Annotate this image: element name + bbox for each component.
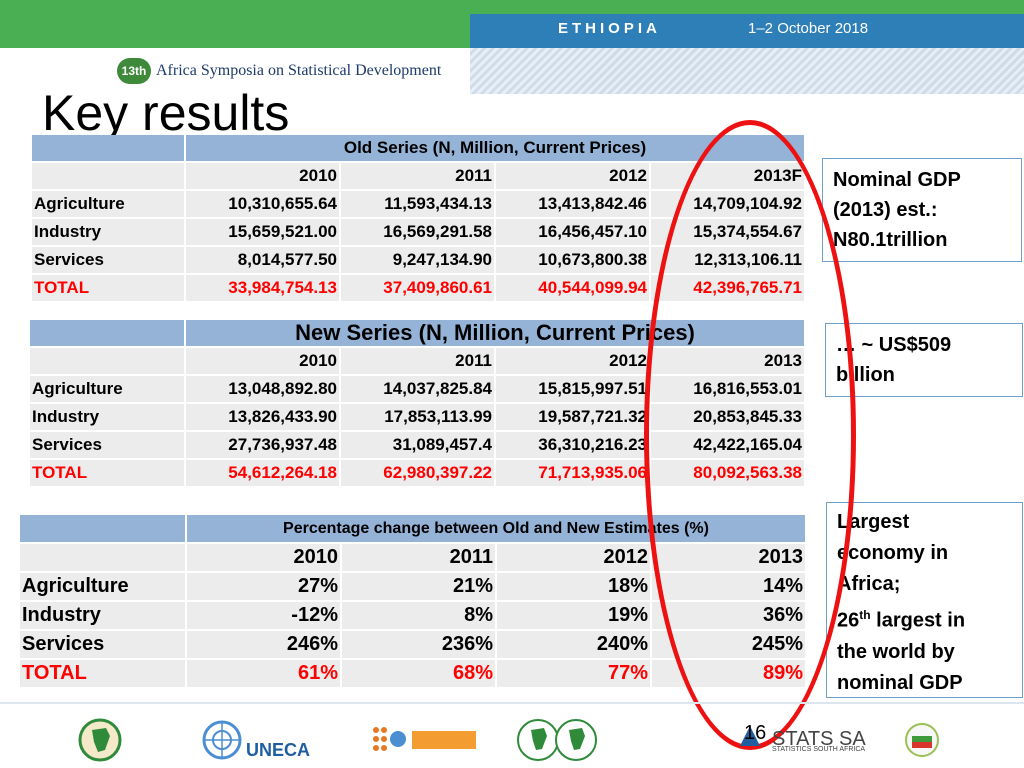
value-cell: 13,413,842.46 xyxy=(496,191,649,217)
value-cell: -12% xyxy=(187,602,340,629)
row-label: Agriculture xyxy=(20,573,185,600)
callout-line: Largest xyxy=(837,511,910,533)
stats-sa-label: STATS SA xyxy=(772,728,866,750)
callout-line: the world by xyxy=(837,640,955,663)
stats-sa-sublabel: STATISTICS SOUTH AFRICA xyxy=(772,746,866,753)
header-country: ETHIOPIA xyxy=(558,20,661,37)
year-cell: 2011 xyxy=(341,348,494,374)
callout-line: 26th largest in xyxy=(837,608,966,632)
year-cell: 2012 xyxy=(496,348,649,374)
value-cell: 54,612,264.18 xyxy=(186,460,339,486)
callout-line: nominal GDP xyxy=(837,671,963,694)
african-union-logo-icon xyxy=(78,718,122,762)
united-nations-logo-icon xyxy=(202,720,242,760)
row-label: Services xyxy=(32,247,184,273)
largest-economy-callout: Largest economy in Africa; 26th largest … xyxy=(826,502,1023,698)
value-cell: 27% xyxy=(187,573,340,600)
value-cell: 37,409,860.61 xyxy=(341,275,494,301)
value-cell: 15,815,997.51 xyxy=(496,376,649,402)
callout-line: economy in xyxy=(837,542,949,564)
highlight-oval xyxy=(644,120,856,750)
row-label: Industry xyxy=(30,404,184,430)
value-cell: 246% xyxy=(187,631,340,658)
table-caption-row: Old Series (N, Million, Current Prices) xyxy=(32,135,804,161)
row-label: Industry xyxy=(32,219,184,245)
stats-sa-logo-icon xyxy=(740,726,760,746)
callout-line: Nominal GDP xyxy=(833,169,961,191)
value-cell: 16,456,457.10 xyxy=(496,219,649,245)
symposium-name: Africa Symposia on Statistical Developme… xyxy=(156,62,442,79)
header-blue-band xyxy=(470,14,1024,48)
year-cell: 2011 xyxy=(341,163,494,189)
nominal-gdp-callout: Nominal GDP (2013) est.: N80.1trillion xyxy=(822,158,1022,262)
value-cell: 62,980,397.22 xyxy=(341,460,494,486)
value-cell: 71,713,935.06 xyxy=(496,460,649,486)
row-label: Agriculture xyxy=(30,376,184,402)
slide-title: Key results xyxy=(42,85,290,141)
afdb-eca-logos-icon xyxy=(517,719,597,761)
table-row: Industry 15,659,521.00 16,569,291.58 16,… xyxy=(32,219,804,245)
row-label: TOTAL xyxy=(20,660,185,687)
page-number: 16 xyxy=(744,722,767,744)
new-series-table: New Series (N, Million, Current Prices) … xyxy=(28,318,806,488)
value-cell: 21% xyxy=(342,573,495,600)
value-cell: 27,736,937.48 xyxy=(186,432,339,458)
year-cell: 2010 xyxy=(187,544,340,571)
row-label: TOTAL xyxy=(32,275,184,301)
row-label: Industry xyxy=(20,602,185,629)
value-cell: 19,587,721.32 xyxy=(496,404,649,430)
callout-line: … ~ US$509 xyxy=(836,334,952,356)
value-cell: 10,673,800.38 xyxy=(496,247,649,273)
value-cell: 40,544,099.94 xyxy=(496,275,649,301)
row-label: TOTAL xyxy=(30,460,184,486)
year-cell: 2012 xyxy=(496,163,649,189)
value-cell: 9,247,134.90 xyxy=(341,247,494,273)
value-cell: 8% xyxy=(342,602,495,629)
value-cell: 19% xyxy=(497,602,650,629)
year-cell: 2012 xyxy=(497,544,650,571)
callout-line: billion xyxy=(836,364,895,386)
header-date: 1–2 October 2018 xyxy=(748,20,869,37)
value-cell: 11,593,434.13 xyxy=(341,191,494,217)
year-cell: 2011 xyxy=(342,544,495,571)
callout-line: Africa; xyxy=(837,573,901,595)
row-label: Agriculture xyxy=(32,191,184,217)
value-cell: 18% xyxy=(497,573,650,600)
year-cell: 2010 xyxy=(186,163,339,189)
value-cell: 236% xyxy=(342,631,495,658)
footer-divider xyxy=(0,702,1024,704)
value-cell: 77% xyxy=(497,660,650,687)
value-cell: 68% xyxy=(342,660,495,687)
year-cell: 2010 xyxy=(186,348,339,374)
value-cell: 13,826,433.90 xyxy=(186,404,339,430)
value-cell: 10,310,655.64 xyxy=(186,191,339,217)
value-cell: 8,014,577.50 xyxy=(186,247,339,273)
value-cell: 14,037,825.84 xyxy=(341,376,494,402)
value-cell: 61% xyxy=(187,660,340,687)
table-year-row: 2010 2011 2012 2013 xyxy=(30,348,804,374)
callout-line: N80.1trillion xyxy=(833,229,948,251)
uneca-label: UNECA xyxy=(246,740,311,760)
callout-line: (2013) est.: xyxy=(833,199,938,221)
row-label: Services xyxy=(30,432,184,458)
value-cell: 31,089,457.4 xyxy=(341,432,494,458)
value-cell: 33,984,754.13 xyxy=(186,275,339,301)
host-logo-icon xyxy=(905,723,939,757)
undp-unfpa-logo-icon xyxy=(373,727,476,751)
value-cell: 16,569,291.58 xyxy=(341,219,494,245)
value-cell: 240% xyxy=(497,631,650,658)
row-label: Services xyxy=(20,631,185,658)
symposium-badge: 13th xyxy=(117,58,151,84)
value-cell: 36,310,216.23 xyxy=(496,432,649,458)
value-cell: 17,853,113.99 xyxy=(341,404,494,430)
value-cell: 15,659,521.00 xyxy=(186,219,339,245)
header-stripe-pattern xyxy=(470,48,1024,94)
value-cell: 13,048,892.80 xyxy=(186,376,339,402)
